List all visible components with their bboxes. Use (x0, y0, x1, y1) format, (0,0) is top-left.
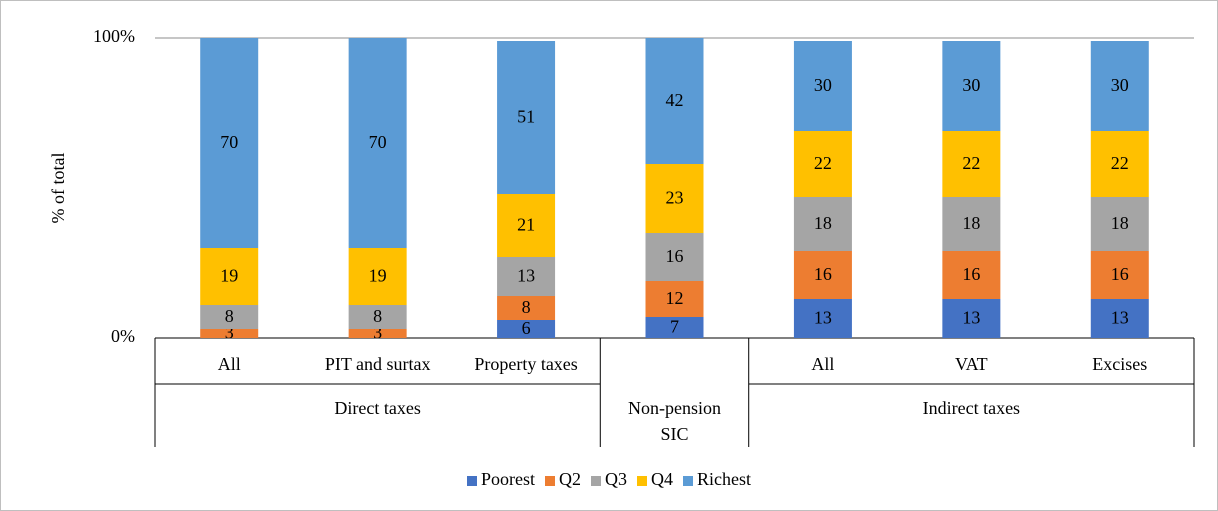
data-label: 13 (962, 308, 980, 328)
data-label: 13 (814, 308, 832, 328)
data-label: 18 (1111, 213, 1129, 233)
x-tick-label: PIT and surtax (325, 354, 431, 374)
group-label: Non-pension SIC (628, 398, 721, 444)
legend-swatch (467, 476, 477, 486)
data-label: 3 (373, 323, 382, 343)
data-label: 70 (220, 132, 238, 152)
bar-segment (1090, 41, 1149, 131)
x-tick-label: VAT (955, 354, 988, 374)
bar-segment (497, 320, 556, 338)
data-label: 8 (225, 306, 234, 326)
data-label: 21 (517, 215, 535, 235)
legend-swatch (545, 476, 555, 486)
bar-segment (497, 257, 556, 296)
legend-label: Q2 (559, 469, 581, 489)
group-label: Direct taxes (334, 398, 421, 418)
bar-segment (200, 329, 259, 338)
bar-segment (1090, 131, 1149, 197)
data-label: 30 (962, 75, 980, 95)
y-tick-label: 0% (111, 326, 135, 346)
bar-segment (348, 38, 407, 248)
data-label: 18 (814, 213, 832, 233)
legend-swatch (637, 476, 647, 486)
legend-label: Q3 (605, 469, 627, 489)
bar-segment (645, 233, 704, 281)
data-label: 23 (666, 188, 684, 208)
data-label: 16 (1111, 264, 1129, 284)
bar-segment (200, 38, 259, 248)
data-label: 19 (369, 266, 387, 286)
legend-swatch (591, 476, 601, 486)
data-label: 42 (666, 90, 684, 110)
data-label: 6 (522, 318, 531, 338)
bar-segment (793, 299, 852, 338)
bar-segment (200, 248, 259, 305)
legend-label: Poorest (481, 469, 535, 489)
data-label: 13 (1111, 308, 1129, 328)
bar-segment (348, 329, 407, 338)
bar-segment (793, 197, 852, 251)
bar-segment (200, 305, 259, 329)
data-label: 30 (1111, 75, 1129, 95)
data-label: 8 (522, 297, 531, 317)
bar-segment (942, 131, 1001, 197)
bar-segment (793, 41, 852, 131)
bar-segment (793, 131, 852, 197)
data-label: 30 (814, 75, 832, 95)
data-label: 51 (517, 107, 535, 127)
data-label: 16 (666, 246, 684, 266)
legend-swatch (683, 476, 693, 486)
bar-segment (645, 317, 704, 338)
x-tick-label: All (218, 354, 241, 374)
x-tick-label: Excises (1092, 354, 1147, 374)
x-tick-label: Property taxes (474, 354, 577, 374)
bar-segment (942, 251, 1001, 299)
legend-label: Q4 (651, 469, 673, 489)
bar-segment (1090, 251, 1149, 299)
data-label: 22 (962, 153, 980, 173)
bar-segment (497, 296, 556, 320)
bar-segment (645, 38, 704, 164)
data-label: 3 (225, 323, 234, 343)
data-label: 70 (369, 132, 387, 152)
bar-segment (1090, 299, 1149, 338)
legend-label: Richest (697, 469, 751, 489)
bar-segment (942, 197, 1001, 251)
bar-segment (942, 299, 1001, 338)
bar-segment (348, 305, 407, 329)
bar-segment (645, 281, 704, 317)
bar-segment (348, 248, 407, 305)
x-tick-label: All (811, 354, 834, 374)
y-axis-label: % of total (48, 153, 68, 224)
data-label: 16 (814, 264, 832, 284)
data-label: 22 (814, 153, 832, 173)
data-label: 22 (1111, 153, 1129, 173)
data-label: 7 (670, 317, 679, 337)
bar-segment (942, 41, 1001, 131)
data-label: 12 (666, 288, 684, 308)
bar-segment (793, 251, 852, 299)
bar-segment (497, 41, 556, 194)
data-label: 18 (962, 213, 980, 233)
group-label: Indirect taxes (922, 398, 1021, 418)
data-label: 16 (962, 264, 980, 284)
data-label: 8 (373, 306, 382, 326)
bar-segment (1090, 197, 1149, 251)
data-label: 13 (517, 266, 535, 286)
bar-segment (645, 164, 704, 233)
bar-segment (497, 194, 556, 257)
y-tick-label: 100% (93, 26, 135, 46)
data-label: 19 (220, 266, 238, 286)
